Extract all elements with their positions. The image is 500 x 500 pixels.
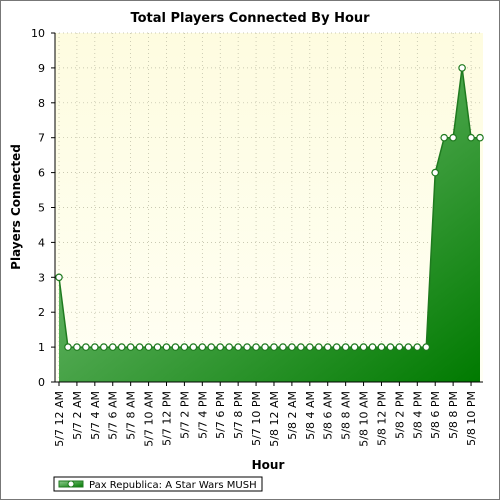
data-point	[261, 343, 269, 351]
x-tick-label: 5/8 12 PM	[375, 391, 388, 446]
x-tick-label: 5/7 2 PM	[178, 391, 191, 439]
data-point	[144, 343, 153, 351]
data-point	[82, 343, 90, 351]
y-tick-label: 2	[38, 306, 45, 319]
y-ticks: 0 1 2 3 4 5 6 7 8 9 10	[31, 27, 55, 389]
data-point	[431, 168, 440, 177]
x-tick-label: 5/7 4 AM	[89, 391, 102, 440]
data-point	[386, 343, 395, 351]
y-tick-label: 10	[31, 27, 45, 40]
x-tick-label: 5/7 8 AM	[125, 391, 138, 440]
x-ticks: 5/7 12 AM 5/7 2 AM 5/7 4 AM 5/7 6 AM 5/7 8 A…	[53, 382, 478, 447]
y-axis-title: Players Connected	[9, 144, 23, 270]
data-point	[458, 64, 466, 72]
x-tick-label: 5/8 2 PM	[393, 391, 406, 439]
data-point	[108, 343, 117, 351]
data-point	[216, 343, 225, 351]
data-point	[207, 343, 216, 351]
x-tick-label: 5/8 10 AM	[358, 391, 371, 447]
y-tick-label: 1	[38, 341, 45, 354]
legend-marker	[67, 480, 75, 488]
data-point	[279, 343, 287, 351]
data-point	[198, 343, 207, 351]
data-point	[395, 343, 404, 351]
data-point	[99, 343, 108, 351]
x-tick-label: 5/7 8 PM	[232, 391, 245, 439]
data-point	[55, 273, 63, 282]
data-point	[189, 343, 198, 351]
data-point	[91, 343, 99, 351]
x-tick-label: 5/7 2 AM	[71, 391, 84, 440]
grid	[55, 32, 483, 382]
data-point	[350, 343, 359, 351]
data-point	[162, 343, 171, 351]
x-tick-label: 5/8 2 AM	[286, 391, 299, 440]
y-tick-label: 3	[38, 271, 45, 284]
data-point	[297, 343, 305, 351]
x-tick-label: 5/7 10 AM	[143, 391, 156, 447]
x-tick-label: 5/8 4 AM	[304, 391, 317, 440]
data-point	[314, 343, 323, 351]
data-point	[467, 133, 475, 142]
data-point	[126, 343, 135, 351]
data-point	[368, 343, 377, 351]
data-point	[252, 343, 260, 351]
data-point	[288, 343, 296, 351]
y-tick-label: 0	[38, 376, 45, 389]
data-point	[341, 343, 350, 351]
legend-label: Pax Republica: A Star Wars MUSH	[89, 480, 257, 491]
data-point	[64, 343, 72, 351]
x-tick-label: 5/7 6 PM	[214, 391, 227, 439]
data-point	[476, 133, 484, 142]
data-point	[225, 343, 233, 351]
x-tick-label: 5/8 6 AM	[322, 391, 335, 440]
legend-box	[53, 476, 263, 492]
data-point	[449, 133, 457, 142]
x-tick-label: 5/7 10 PM	[250, 391, 263, 446]
series-area	[59, 67, 480, 383]
data-point	[306, 343, 314, 351]
y-tick-label: 7	[38, 132, 45, 145]
x-tick-label: 5/7 4 PM	[196, 391, 209, 439]
data-point	[180, 343, 189, 351]
data-point	[117, 343, 126, 351]
data-point	[413, 343, 422, 351]
x-tick-label: 5/8 6 PM	[429, 391, 442, 439]
x-tick-label: 5/8 8 AM	[340, 391, 353, 440]
data-point	[234, 343, 242, 351]
data-point	[422, 343, 431, 351]
data-point	[440, 133, 448, 142]
y-tick-label: 6	[38, 167, 45, 180]
data-point	[332, 343, 341, 351]
y-tick-label: 5	[38, 202, 45, 215]
x-tick-label: 5/7 12 AM	[53, 391, 66, 447]
x-tick-label: 5/7 12 PM	[160, 391, 173, 446]
x-tick-label: 5/8 8 PM	[447, 391, 460, 439]
data-point	[171, 343, 180, 351]
y-tick-label: 8	[38, 97, 45, 110]
data-point	[135, 343, 144, 351]
x-tick-label: 5/8 12 AM	[268, 391, 281, 447]
data-point	[153, 343, 162, 351]
data-point	[243, 343, 251, 351]
marker-layer	[55, 64, 484, 351]
chart-title: Total Players Connected By Hour	[130, 11, 370, 26]
y-tick-label: 9	[38, 62, 45, 75]
y-tick-label: 4	[38, 236, 45, 249]
data-point	[73, 343, 81, 351]
data-point	[404, 343, 413, 351]
legend: Pax Republica: A Star Wars MUSH	[53, 476, 263, 492]
data-point	[359, 343, 368, 351]
data-point	[270, 343, 278, 351]
data-point	[323, 343, 332, 351]
x-tick-label: 5/7 6 AM	[107, 391, 120, 440]
x-tick-label: 5/8 10 PM	[465, 391, 478, 446]
x-axis-title: Hour	[252, 458, 285, 472]
data-point	[377, 343, 386, 351]
x-tick-label: 5/8 4 PM	[411, 391, 424, 439]
